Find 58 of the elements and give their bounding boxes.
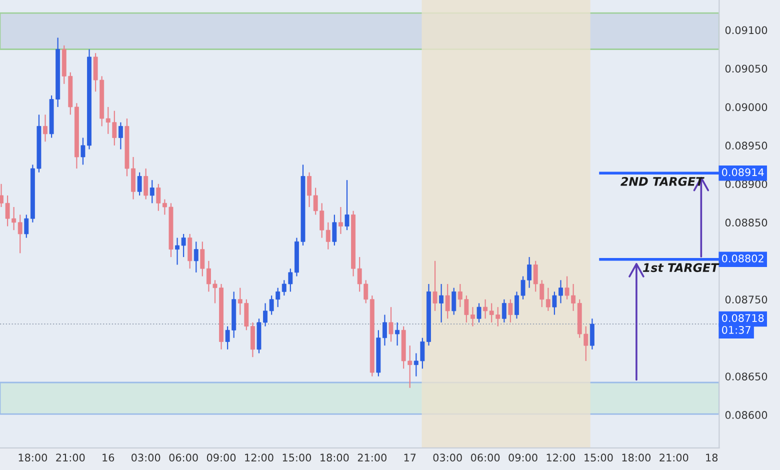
- y-tick-label: 0.08600: [725, 411, 768, 419]
- x-tick-label: 18: [706, 454, 718, 462]
- candlestick: [43, 114, 48, 142]
- candlestick: [188, 233, 192, 270]
- ref-line-label: 0.08914: [722, 168, 764, 176]
- y-tick-label: 0.08900: [725, 180, 768, 188]
- candlestick: [118, 122, 123, 150]
- x-tick-label: 12:00: [546, 454, 576, 462]
- y-tick-label: 0.08950: [725, 142, 768, 150]
- candlestick: [508, 298, 513, 324]
- y-tick-label: 0.08850: [725, 218, 768, 227]
- x-tick-label: 21:00: [660, 454, 688, 462]
- y-tick-label: 0.09100: [725, 26, 768, 34]
- candlestick: [194, 241, 198, 273]
- x-tick-label: 15:00: [584, 454, 613, 462]
- candlestick: [388, 306, 394, 342]
- candlestick: [502, 298, 506, 324]
- candlestick: [445, 283, 450, 320]
- x-tick-label: 18:00: [622, 454, 650, 462]
- candlestick: [439, 283, 444, 324]
- x-tick-label: 21:00: [358, 454, 386, 462]
- x-tick-label: 18:00: [320, 454, 349, 462]
- x-tick-label: 06:00: [470, 454, 500, 462]
- y-tick-label: 0.08650: [725, 372, 768, 380]
- x-tick-label: 09:00: [508, 454, 538, 462]
- annotation: 1st TARGET: [642, 263, 720, 272]
- ref-line-label: 0.08718: [722, 314, 764, 322]
- y-tick-label: 0.09000: [725, 103, 768, 112]
- x-tick-label: 16: [102, 454, 114, 462]
- x-tick-label: 18:00: [18, 454, 48, 462]
- candlestick: [137, 172, 142, 196]
- x-tick-label: 03:00: [132, 454, 160, 462]
- candlestick: [18, 214, 22, 254]
- candlestick: [476, 302, 482, 324]
- candlestick: [24, 214, 29, 238]
- x-tick-label: 06:00: [169, 454, 198, 462]
- candlestick: [344, 180, 350, 231]
- x-tick-label: 21:00: [56, 454, 85, 462]
- candlestick: [395, 322, 400, 346]
- candlestick: [144, 168, 148, 200]
- candlestick: [150, 180, 154, 204]
- text: 01:37: [722, 326, 750, 334]
- x-tick-label: 17: [404, 454, 416, 462]
- candlestick: [483, 298, 488, 320]
- candlestick: [338, 206, 343, 235]
- y-tick-label: 0.08750: [725, 296, 768, 304]
- x-tick-label: 15:00: [282, 454, 312, 462]
- x-tick-label: 12:00: [245, 454, 274, 462]
- candlestick: [332, 214, 337, 246]
- x-tick-label: 09:00: [206, 454, 236, 462]
- x-tick-label: 03:00: [433, 454, 462, 462]
- y-tick-label: 0.09050: [725, 64, 768, 73]
- candlestick: [546, 287, 550, 312]
- candlestick: [326, 222, 330, 250]
- ref-line-label: 0.08802: [722, 254, 764, 262]
- candlestick: [590, 318, 594, 350]
- candlestick: [432, 260, 438, 312]
- candlestick: [452, 287, 456, 316]
